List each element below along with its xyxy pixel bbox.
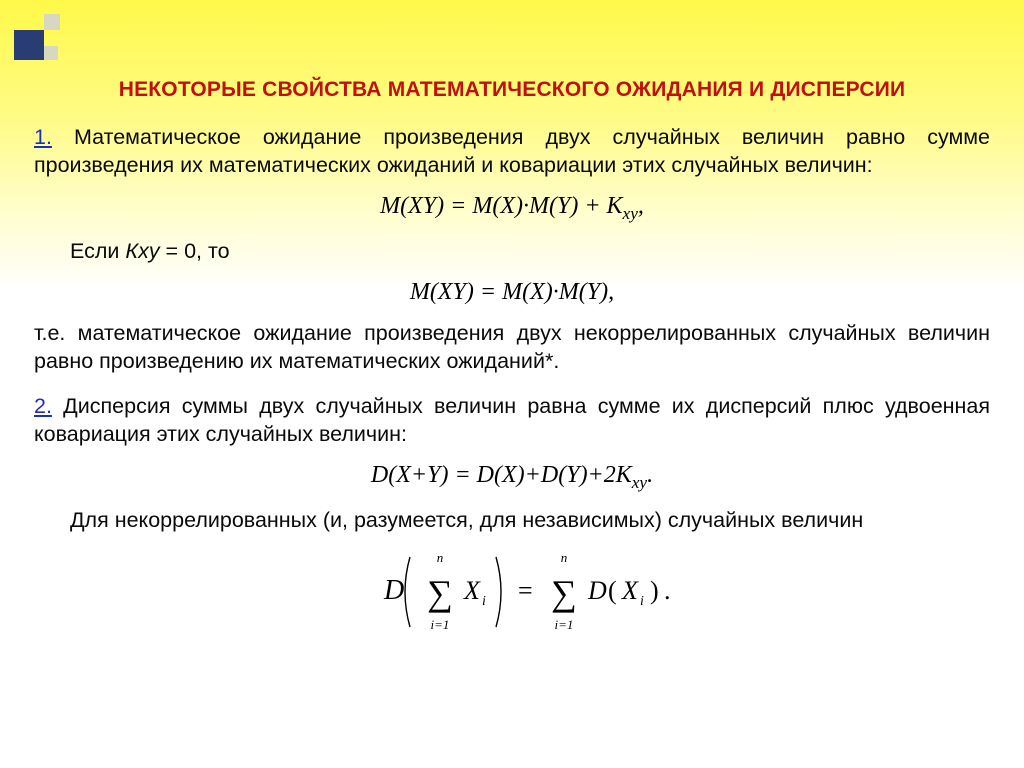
item-number-1: 1.: [34, 125, 52, 149]
paragraph-3-text: Дисперсия суммы двух случайных величин р…: [34, 394, 990, 446]
paragraph-1: 1. Математическое ожидание произведения …: [34, 124, 990, 179]
paragraph-3: 2. Дисперсия суммы двух случайных величи…: [34, 393, 990, 448]
eq-xi-l: X: [463, 576, 481, 605]
eq-sum-sigma-l: ∑: [427, 573, 453, 613]
content-area: НЕКОТОРЫЕ СВОЙСТВА МАТЕМАТИЧЕСКОГО ОЖИДА…: [0, 0, 1024, 640]
eq-sum-lower-l: i=1: [431, 617, 450, 632]
eq-lparen-r: (: [608, 576, 617, 605]
eq-equals: =: [518, 576, 533, 605]
eq-sum-lower-r: i=1: [555, 617, 574, 632]
deco-square-small-2: [44, 46, 58, 60]
paragraph-1-text: Математическое ожидание произведения дву…: [34, 125, 990, 177]
eq-sum-upper-r: n: [561, 550, 568, 565]
eq-lparen-big: [405, 557, 410, 627]
eq-xi-sub-r: i: [640, 594, 644, 609]
eq-xi-r: X: [621, 576, 639, 605]
slide: НЕКОТОРЫЕ СВОЙСТВА МАТЕМАТИЧЕСКОГО ОЖИДА…: [0, 0, 1024, 768]
paragraph-2: т.е. математическое ожидание произведени…: [34, 320, 990, 375]
eq-xi-sub-l: i: [482, 594, 486, 609]
formula-3: D(X+Y) = D(X)+D(Y)+2Kxy.: [34, 462, 990, 493]
eq-rparen-r: ): [650, 576, 659, 605]
item-number-2: 2.: [34, 394, 52, 418]
eq-D-left: D: [383, 575, 404, 606]
formula-1: M(XY) = M(X)·M(Y) + Kxy,: [34, 193, 990, 224]
formula-2: M(XY) = M(X)·M(Y),: [34, 279, 990, 306]
deco-square-small-1: [44, 14, 60, 30]
slide-title: НЕКОТОРЫЕ СВОЙСТВА МАТЕМАТИЧЕСКОГО ОЖИДА…: [34, 78, 990, 102]
deco-square-large: [14, 30, 44, 60]
sum-equation-svg: D n ∑ i=1 X i = n ∑ i=1 D ( X i ): [332, 549, 692, 635]
eq-rparen-big: [496, 557, 501, 627]
if-clause: Если Кxy = 0, то: [34, 238, 990, 266]
eq-sum-upper-l: n: [437, 550, 444, 565]
formula-4: D n ∑ i=1 X i = n ∑ i=1 D ( X i ): [34, 549, 990, 640]
corner-decoration: [14, 14, 74, 74]
eq-dot: .: [664, 576, 671, 605]
eq-sum-sigma-r: ∑: [551, 573, 577, 613]
eq-D-right: D: [587, 576, 607, 605]
paragraph-4: Для некоррелированных (и, разумеется, дл…: [34, 507, 990, 535]
